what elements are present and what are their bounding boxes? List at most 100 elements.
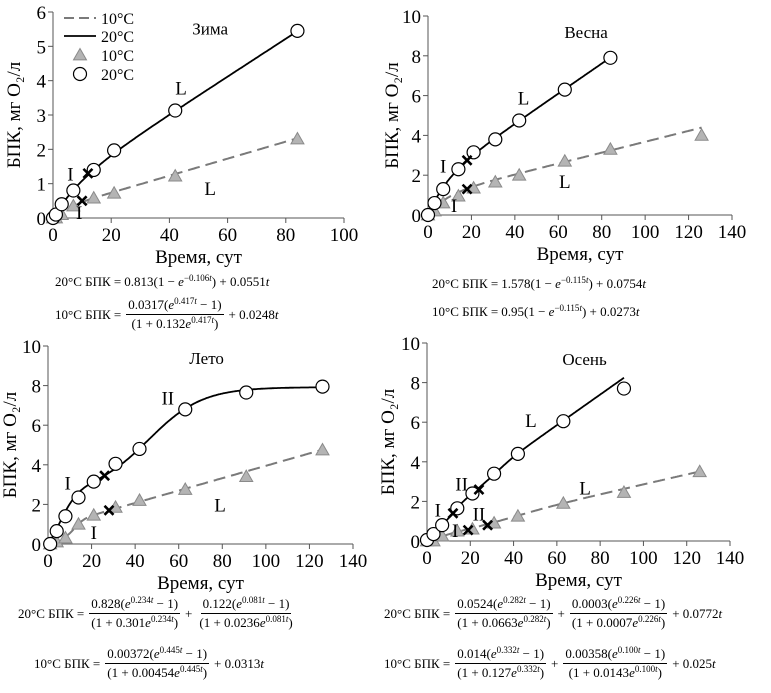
phase-label: I xyxy=(76,203,82,224)
phase-label: L xyxy=(175,79,187,100)
data-point-10c xyxy=(132,492,147,506)
data-point-20c xyxy=(86,162,101,178)
equation-20c: 20°C БПК = 0.828(e0.234t − 1) (1 + 0.301e0… xyxy=(18,596,297,631)
data-point-20c xyxy=(488,132,503,147)
legend-item-solid-line: 20°C xyxy=(64,29,134,46)
fraction-numerator: 0.00358(e0.100t − 1) xyxy=(563,646,668,664)
equation-20c: 20°C БПК = 0.813(1 − e−0.106t) + 0.0551t xyxy=(55,274,269,290)
y-tick-label: 6 xyxy=(412,87,422,108)
data-point-20c xyxy=(486,466,502,481)
chart-title: Зима xyxy=(192,19,228,38)
data-point-20c xyxy=(556,414,571,429)
phase-label: I xyxy=(451,196,457,217)
legend-item-circle: 20°C xyxy=(72,66,134,84)
y-tick-label: 2 xyxy=(411,492,421,513)
y-tick-label: 1 xyxy=(37,175,47,196)
chart-title: Осень xyxy=(562,350,607,369)
equation-label: 20°C БПК = xyxy=(384,605,451,621)
fraction-denominator: (1 + 0.0007e0.226t) xyxy=(571,614,666,631)
data-point-20c xyxy=(557,82,572,97)
fraction-denominator: (1 + 0.127e0.332t) xyxy=(457,664,545,681)
phase-label: II xyxy=(455,475,468,496)
x-tick-label: 60 xyxy=(547,548,566,569)
phase-transition-marker xyxy=(461,183,473,195)
equation-20c: 20°C БПК = 0.0524(e0.282t − 1) (1 + 0.0663… xyxy=(384,596,722,631)
x-tick-label: 60 xyxy=(549,222,568,243)
equation-label: 10°C БПК = xyxy=(55,306,122,322)
data-point-20c xyxy=(108,456,123,471)
x-axis-label: Время, сут xyxy=(537,244,625,265)
data-point-10c xyxy=(71,516,86,530)
data-point-20c xyxy=(66,183,81,198)
equation-term: + 0.0248t xyxy=(228,306,279,322)
data-point-10c xyxy=(290,131,305,145)
equation-term: + 0.0772t xyxy=(672,605,723,621)
x-tick-label: 100 xyxy=(631,222,660,243)
equation-term: + xyxy=(185,605,193,621)
x-axis-label: Время, сут xyxy=(535,570,623,591)
y-tick-label: 0 xyxy=(412,206,422,227)
equation-term: 1.578(1 − e−0.115t) + 0.0754t xyxy=(501,275,646,292)
legend-label: 20°C xyxy=(101,67,134,84)
equation-term: 0.813(1 − e−0.106t) + 0.0551t xyxy=(124,273,270,290)
data-point-20c xyxy=(86,474,101,489)
triangle-swatch-icon xyxy=(72,47,88,61)
circle-swatch-icon xyxy=(72,66,88,82)
x-tick-label: 80 xyxy=(213,551,232,572)
data-point-10c xyxy=(603,141,618,155)
x-tick-label: 60 xyxy=(218,225,237,246)
fraction-denominator: (1 + 0.00454e0.445t) xyxy=(107,664,208,681)
x-tick-label: 80 xyxy=(276,225,295,246)
phase-label: I xyxy=(440,156,446,177)
y-tick-label: 10 xyxy=(22,337,41,358)
data-point-10c xyxy=(694,127,709,141)
x-tick-label: 40 xyxy=(160,225,179,246)
x-tick-label: 20 xyxy=(82,551,101,572)
data-point-20c xyxy=(54,197,69,212)
y-tick-label: 0 xyxy=(411,532,421,553)
equation-fraction: 0.828(e0.234t − 1) (1 + 0.301e0.234t) xyxy=(89,596,181,631)
equation-20c: 20°C БПК = 1.578(1 − e−0.115t) + 0.0754t xyxy=(432,276,646,292)
fraction-numerator: 0.0317(e0.417t − 1) xyxy=(126,297,224,315)
x-axis-label: Время, сут xyxy=(157,573,245,594)
phase-label: L xyxy=(204,179,216,200)
y-tick-label: 6 xyxy=(411,413,421,434)
legend-label: 10°C xyxy=(101,48,134,65)
data-point-20c xyxy=(132,441,147,457)
equation-term: + 0.025t xyxy=(672,655,716,671)
y-tick-label: 2 xyxy=(37,140,47,161)
y-tick-label: 3 xyxy=(37,106,47,127)
equation-label: 20°C БПК = xyxy=(18,605,85,621)
x-tick-label: 0 xyxy=(422,548,432,569)
data-point-10c xyxy=(616,484,632,498)
y-axis-label: БПК, мг O₂/л xyxy=(0,391,21,498)
equation-label: 10°C БПК = xyxy=(34,655,101,671)
fraction-numerator: 0.0524(e0.282t − 1) xyxy=(455,596,553,614)
equation-label: 20°C БПК = xyxy=(432,276,499,291)
y-tick-label: 4 xyxy=(411,453,421,474)
equation-label: 20°C БПК = xyxy=(55,274,122,289)
data-point-10c xyxy=(167,168,183,182)
data-point-10c xyxy=(692,464,708,478)
x-tick-label: 140 xyxy=(716,548,745,569)
data-point-20c xyxy=(49,524,64,539)
data-point-20c xyxy=(178,402,193,417)
data-point-10c xyxy=(451,188,466,202)
legend-item-triangle: 10°C xyxy=(72,47,134,65)
fraction-denominator: (1 + 0.132e0.417t) xyxy=(131,315,219,332)
fit-line-20c xyxy=(427,56,611,216)
equation-10c: 10°C БПК = 0.00372(e0.445t − 1) (1 + 0.004… xyxy=(34,646,264,681)
y-axis-label: БПК, мг O₂/л xyxy=(382,62,403,169)
x-tick-label: 20 xyxy=(462,222,481,243)
chart-panel-1: 0 20 40 60 80 100 120 140 0 2 4 6 8 10 Время, сут БПК, … xyxy=(382,7,746,265)
y-tick-label: 0 xyxy=(32,535,42,556)
fraction-numerator: 0.0003(e0.226t − 1) xyxy=(569,596,668,614)
equation-10c: 10°C БПК = 0.014(e0.332t − 1) (1 + 0.127e0… xyxy=(384,646,716,681)
data-point-20c xyxy=(420,207,436,223)
chart-panel-0: 0 20 40 60 80 100 0 1 2 3 4 5 6 Время, сут БПК, мг O₂/… xyxy=(4,3,358,268)
equation-fraction: 0.122(e0.081t − 1) (1 + 0.0236e0.081t) xyxy=(197,596,294,631)
legend-item-dashed-line: 10°C xyxy=(64,11,134,28)
phase-label: I xyxy=(64,474,70,495)
phase-transition-marker xyxy=(82,167,94,179)
data-point-20c xyxy=(315,379,330,394)
